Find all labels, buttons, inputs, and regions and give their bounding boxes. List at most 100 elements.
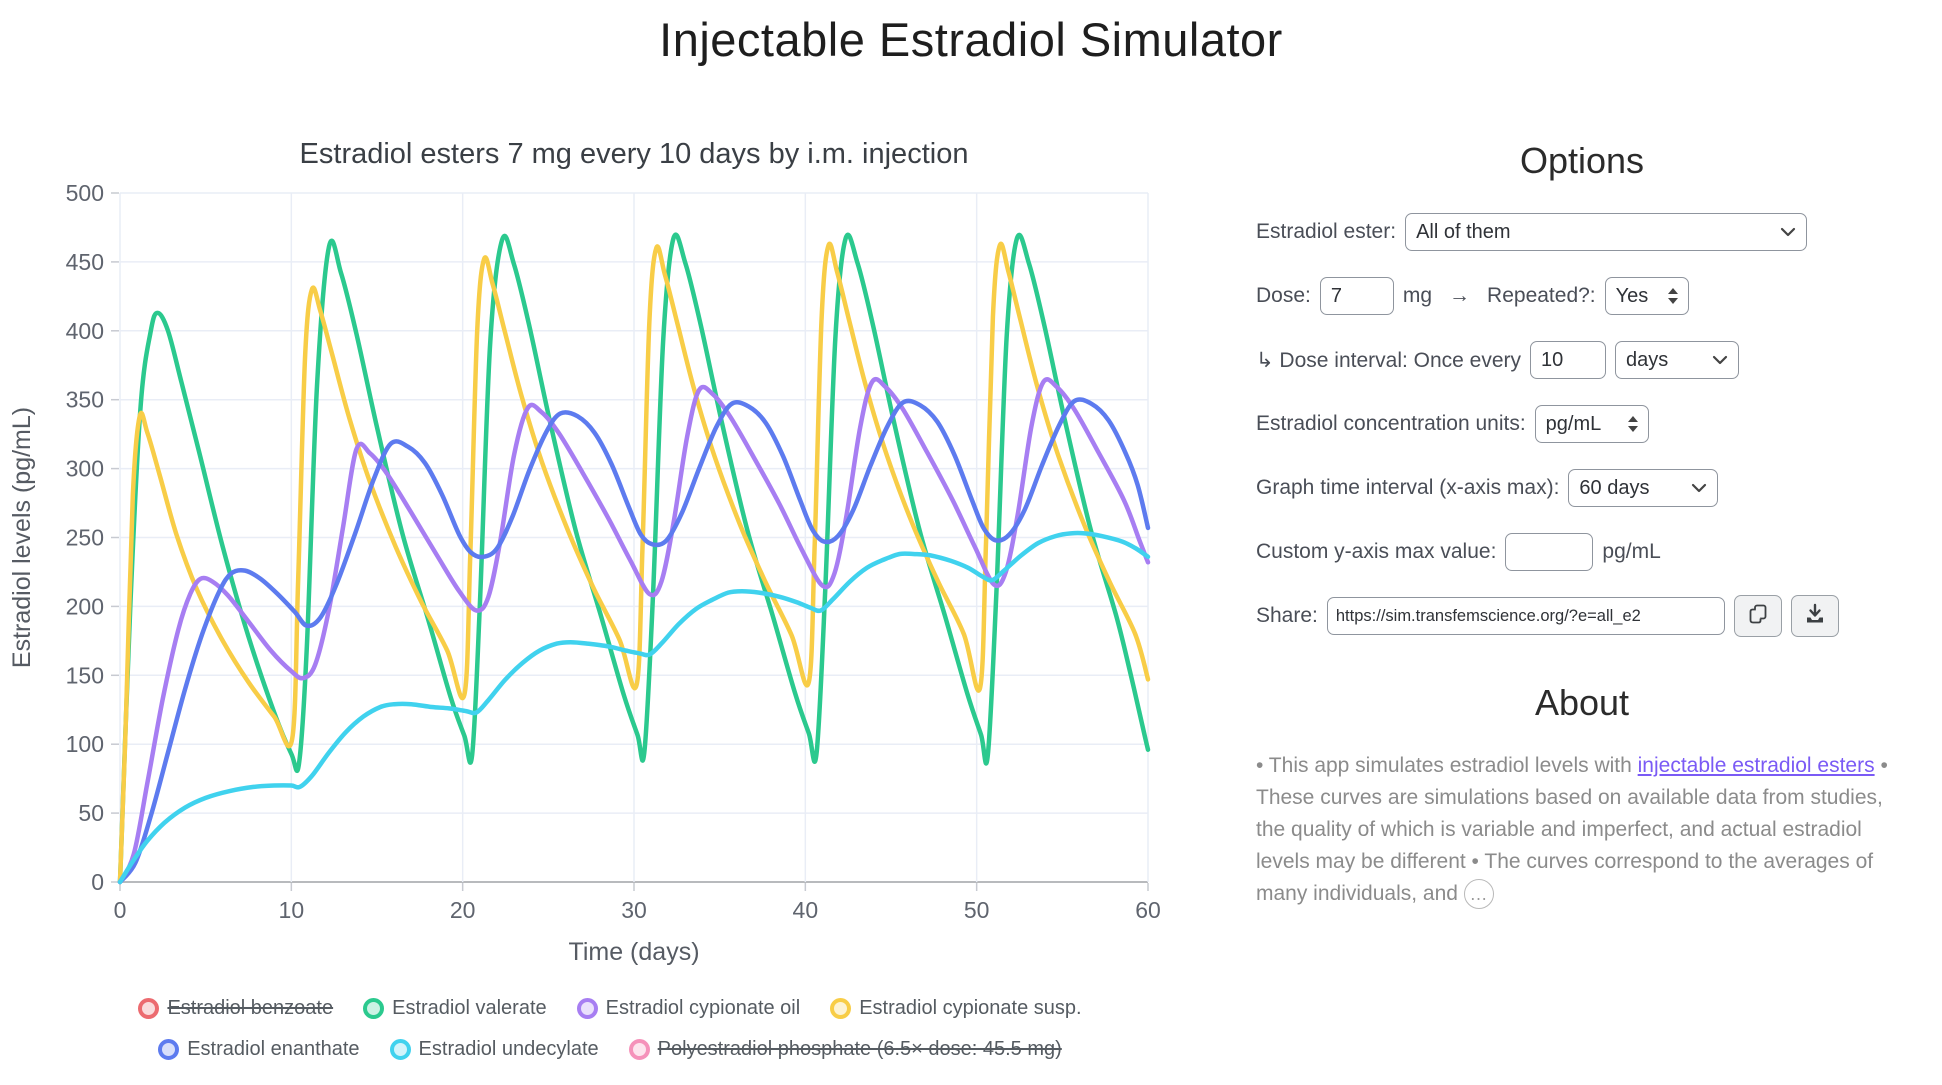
legend-item-estradiol-cypionate-susp-[interactable]: Estradiol cypionate susp.: [830, 997, 1082, 1020]
ester-label: Estradiol ester:: [1256, 220, 1397, 243]
about-text-before-link: • This app simulates estradiol levels wi…: [1256, 754, 1638, 777]
units-select-value: pg/mL: [1545, 412, 1602, 435]
download-icon: [1804, 603, 1826, 630]
x-tick-label: 50: [964, 897, 990, 923]
about-paragraph: • This app simulates estradiol levels wi…: [1256, 750, 1908, 910]
y-tick-label: 100: [66, 731, 104, 757]
y-tick-label: 350: [66, 387, 104, 413]
interval-input[interactable]: [1530, 341, 1607, 379]
chevron-down-icon: [1712, 355, 1728, 365]
x-tick-label: 40: [793, 897, 819, 923]
graph-interval-label: Graph time interval (x-axis max):: [1256, 476, 1560, 499]
graph-interval-row: Graph time interval (x-axis max): 60 day…: [1256, 468, 1908, 508]
legend-item-estradiol-undecylate[interactable]: Estradiol undecylate: [389, 1038, 599, 1061]
legend-item-estradiol-benzoate[interactable]: Estradiol benzoate: [138, 997, 333, 1020]
injectable-esters-link[interactable]: injectable estradiol esters: [1637, 754, 1875, 777]
chart-legend-row-2: Estradiol enanthate Estradiol undecylate P…: [40, 1038, 1180, 1061]
stepper-arrows-icon: [1627, 416, 1638, 432]
series-estradiol-cypionate-oil: [117, 376, 1151, 885]
interval-unit-value: days: [1626, 348, 1669, 371]
ymax-input[interactable]: [1505, 533, 1594, 571]
units-label: Estradiol concentration units:: [1256, 412, 1526, 435]
chevron-down-icon: [1780, 227, 1796, 237]
series-estradiol-valerate: [117, 232, 1151, 885]
legend-marker-icon: [158, 1039, 180, 1060]
y-tick-label: 50: [78, 800, 104, 826]
x-tick-label: 20: [450, 897, 476, 923]
series-estradiol-cypionate-susp-: [117, 241, 1151, 885]
legend-marker-icon: [363, 998, 385, 1019]
x-tick-label: 30: [621, 897, 647, 923]
legend-marker-icon: [389, 1039, 411, 1060]
legend-item-estradiol-valerate[interactable]: Estradiol valerate: [363, 997, 547, 1020]
ester-select[interactable]: All of them: [1405, 213, 1808, 251]
y-tick-label: 150: [66, 662, 104, 688]
y-tick-label: 0: [91, 869, 104, 895]
y-tick-label: 400: [66, 318, 104, 344]
graph-interval-select[interactable]: 60 days: [1568, 469, 1719, 507]
download-chart-button[interactable]: [1790, 595, 1839, 637]
chart-legend-row-1: Estradiol benzoate Estradiol valerate Estr…: [40, 997, 1180, 1020]
interval-unit-select[interactable]: days: [1615, 341, 1740, 379]
x-axis-title: Time (days): [568, 938, 699, 966]
copy-icon: [1747, 603, 1769, 630]
y-tick-label: 300: [66, 456, 104, 482]
x-tick-label: 0: [114, 897, 127, 923]
legend-marker-icon: [628, 1039, 650, 1060]
series-estradiol-undecylate: [117, 530, 1151, 885]
legend-label: Estradiol undecylate: [418, 1038, 599, 1060]
repeated-select[interactable]: Yes: [1604, 277, 1689, 315]
legend-label: Estradiol cypionate susp.: [859, 997, 1082, 1019]
series-estradiol-enanthate: [117, 397, 1151, 885]
legend-label: Estradiol enanthate: [187, 1038, 360, 1060]
graph-interval-value: 60 days: [1579, 476, 1650, 499]
interval-label: ↳ Dose interval: Once every: [1256, 348, 1522, 372]
legend-marker-icon: [138, 998, 160, 1019]
units-row: Estradiol concentration units: pg/mL: [1256, 404, 1908, 444]
about-text-after-link: • These curves are simulations based on …: [1256, 754, 1888, 905]
dose-input[interactable]: [1319, 277, 1394, 315]
y-tick-label: 450: [66, 249, 104, 275]
about-heading: About: [1534, 682, 1630, 723]
ester-row: Estradiol ester: All of them: [1256, 212, 1908, 252]
estradiol-levels-chart: 0 50 100 150 200 250 300 350 400 450 500 0 10 20 30 40 5…: [8, 180, 1161, 966]
repeated-label: Repeated?:: [1487, 284, 1596, 307]
chart-title: Estradiol esters 7 mg every 10 days by i…: [299, 138, 969, 170]
legend-label: Polyestradiol phosphate (6.5× dose: 45.5…: [657, 1038, 1062, 1060]
ester-select-value: All of them: [1416, 220, 1511, 243]
x-tick-label: 10: [279, 897, 305, 923]
units-select[interactable]: pg/mL: [1534, 405, 1649, 443]
copy-link-button[interactable]: [1733, 595, 1782, 637]
dose-label: Dose:: [1256, 284, 1311, 307]
expand-about-button[interactable]: …: [1463, 879, 1494, 910]
legend-label: Estradiol cypionate oil: [605, 997, 801, 1019]
options-panel: Options Estradiol ester: All of them Dos…: [1256, 140, 1908, 931]
legend-item-estradiol-enanthate[interactable]: Estradiol enanthate: [158, 1038, 360, 1061]
y-tick-label: 200: [66, 593, 104, 619]
interval-row: ↳ Dose interval: Once every days: [1256, 340, 1908, 380]
legend-item-polyestradiol-phosphate-6-5-dose-45-5-mg-[interactable]: Polyestradiol phosphate (6.5× dose: 45.5…: [628, 1038, 1062, 1061]
ymax-row: Custom y-axis max value: pg/mL: [1256, 532, 1908, 572]
page-title: Injectable Estradiol Simulator: [659, 13, 1283, 66]
legend-label: Estradiol benzoate: [167, 997, 334, 1019]
y-tick-label: 500: [66, 180, 104, 206]
legend-marker-icon: [576, 998, 598, 1019]
ymax-unit-label: pg/mL: [1602, 540, 1661, 563]
x-tick-label: 60: [1135, 897, 1161, 923]
legend-marker-icon: [830, 998, 852, 1019]
dose-row: Dose: mg → Repeated?: Yes: [1256, 276, 1908, 316]
arrow-right-icon: →: [1449, 284, 1471, 307]
share-row: Share:: [1256, 595, 1908, 637]
dose-unit-label: mg: [1402, 284, 1433, 307]
share-label: Share:: [1256, 604, 1318, 627]
y-axis-title: Estradiol levels (pg/mL): [8, 407, 36, 668]
legend-item-estradiol-cypionate-oil[interactable]: Estradiol cypionate oil: [576, 997, 801, 1020]
legend-label: Estradiol valerate: [392, 997, 547, 1019]
repeated-select-value: Yes: [1615, 284, 1649, 307]
ymax-label: Custom y-axis max value:: [1256, 540, 1497, 563]
stepper-arrows-icon: [1667, 288, 1678, 304]
share-url-input[interactable]: [1326, 597, 1725, 635]
options-heading: Options: [1519, 140, 1645, 181]
chevron-down-icon: [1691, 483, 1707, 493]
y-tick-label: 250: [66, 525, 104, 551]
